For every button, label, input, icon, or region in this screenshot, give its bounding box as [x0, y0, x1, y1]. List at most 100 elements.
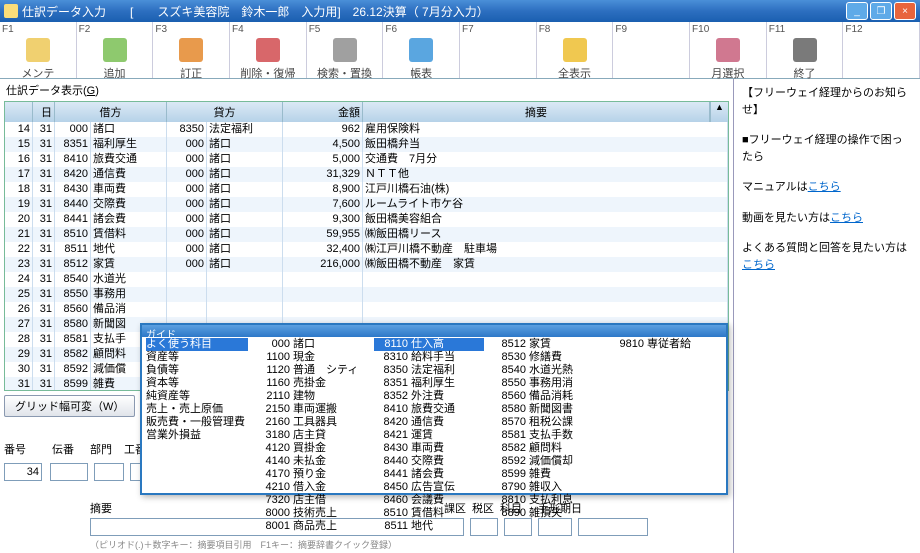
kamoku-field[interactable] [538, 518, 572, 536]
table-row[interactable]: 20318441諸会費000諸口9,300飯田橋美容組合 [5, 212, 728, 227]
faq-pre: よくある質問と回答を見たい方は [742, 242, 907, 254]
guide-item[interactable]: 8581 支払手数 [492, 429, 602, 442]
tegata-field[interactable] [578, 518, 648, 536]
minimize-button[interactable]: _ [846, 2, 868, 20]
guide-item[interactable]: 8000 技術売上 [256, 507, 366, 520]
guide-item[interactable]: 000 諸口 [256, 338, 366, 351]
fkey-F11[interactable]: F11終了 [767, 22, 844, 78]
manual-link[interactable]: こちら [808, 181, 841, 193]
guide-item[interactable]: 9810 専従者給 [610, 338, 720, 351]
guide-item[interactable]: 8580 新聞図書 [492, 403, 602, 416]
label-bumon: 部門 [90, 441, 112, 457]
fkey-F4[interactable]: F4削除・復帰 [230, 22, 307, 78]
scroll-up-icon[interactable]: ▲ [710, 102, 728, 122]
guide-item[interactable]: 8450 広告宣伝 [374, 481, 484, 494]
guide-item[interactable]: 資産等 [146, 351, 248, 364]
fkey-F9: F9 [613, 22, 690, 78]
col-amt: 金額 [283, 102, 363, 122]
table-row[interactable]: 1431000諸口8350法定福利962雇用保険料 [5, 122, 728, 137]
guide-item[interactable]: 1160 売掛金 [256, 377, 366, 390]
guide-item[interactable]: 2150 車両運搬 [256, 403, 366, 416]
guide-item[interactable]: 8511 地代 [374, 520, 484, 533]
guide-item[interactable]: 4140 未払金 [256, 455, 366, 468]
faq-link[interactable]: こちら [742, 259, 775, 271]
guide-item[interactable]: 8310 給料手当 [374, 351, 484, 364]
toolbar: F1メンテF2追加F3訂正F4削除・復帰F5検索・置換F6帳表F7F8全表示F9… [0, 22, 920, 79]
table-row[interactable]: 23318512家賃000諸口216,000㈱飯田橋不動産 家賃 [5, 257, 728, 272]
guide-item[interactable]: 営業外損益 [146, 429, 248, 442]
bangou-field[interactable] [4, 463, 42, 481]
guide-item[interactable]: 8790 雑収入 [492, 481, 602, 494]
grid-width-button[interactable]: グリッド幅可変（W） [4, 395, 135, 417]
guide-item[interactable]: 8512 家賃 [492, 338, 602, 351]
guide-item[interactable]: 8560 備品消耗 [492, 390, 602, 403]
guide-item[interactable]: 8810 支払利息 [492, 494, 602, 507]
table-row[interactable]: 22318511地代000諸口32,400㈱江戸川橋不動産 駐車場 [5, 242, 728, 257]
fkey-F1[interactable]: F1メンテ [0, 22, 77, 78]
guide-item[interactable]: 販売費・一般管理費 [146, 416, 248, 429]
table-row[interactable]: 18318430車両費000諸口8,900江戸川橋石油(株) [5, 182, 728, 197]
guide-item[interactable]: 8460 会議費 [374, 494, 484, 507]
guide-item[interactable]: 8001 商品売上 [256, 520, 366, 533]
guide-item[interactable]: 2110 建物 [256, 390, 366, 403]
col-dr: 借方 [55, 102, 167, 122]
guide-item[interactable]: 売上・売上原価 [146, 403, 248, 416]
col-cr: 貸方 [167, 102, 283, 122]
sidebar: 【フリーウェイ経理からのお知らせ】 ■フリーウェイ経理の操作で困ったら マニュア… [734, 79, 920, 553]
table-row[interactable]: 19318440交際費000諸口7,600ルームライト市ケ谷 [5, 197, 728, 212]
movie-pre: 動画を見たい方は [742, 212, 830, 224]
guide-item[interactable]: 8582 顧問料 [492, 442, 602, 455]
guide-item[interactable]: 8592 減価償却 [492, 455, 602, 468]
fkey-F6[interactable]: F6帳表 [383, 22, 460, 78]
fkey-F2[interactable]: F2追加 [77, 22, 154, 78]
guide-item[interactable]: 4170 預り金 [256, 468, 366, 481]
fkey-F10[interactable]: F10月選択 [690, 22, 767, 78]
guide-item[interactable]: 8110 仕入高 [374, 338, 484, 351]
trouble-head: ■フリーウェイ経理の操作で困ったら [742, 132, 912, 165]
guide-item[interactable]: 負債等 [146, 364, 248, 377]
table-row[interactable]: 24318540水道光 [5, 272, 728, 287]
guide-item[interactable]: 8421 運賃 [374, 429, 484, 442]
section-label: 仕訳データ表示(G) [0, 79, 733, 101]
guide-item[interactable]: 8540 水道光熱 [492, 364, 602, 377]
guide-item[interactable]: 純資産等 [146, 390, 248, 403]
guide-item[interactable]: 8599 雑費 [492, 468, 602, 481]
guide-item[interactable]: 3180 店主貸 [256, 429, 366, 442]
guide-item[interactable]: 8550 事務用消 [492, 377, 602, 390]
fkey-F5[interactable]: F5検索・置換 [307, 22, 384, 78]
guide-item[interactable]: 8510 賃借料 [374, 507, 484, 520]
guide-item[interactable]: 8441 諸会費 [374, 468, 484, 481]
guide-item[interactable]: 1100 現金 [256, 351, 366, 364]
guide-item[interactable]: 4120 買掛金 [256, 442, 366, 455]
fkey-F8[interactable]: F8全表示 [537, 22, 614, 78]
guide-item[interactable]: 1120 普通 シティ [256, 364, 366, 377]
table-row[interactable]: 26318560備品消 [5, 302, 728, 317]
guide-item[interactable]: 8890 雑損失 [492, 507, 602, 520]
zeik-field[interactable] [504, 518, 532, 536]
table-row[interactable]: 21318510賃借料000諸口59,955㈱飯田橋リース [5, 227, 728, 242]
guide-item[interactable]: 8530 修繕費 [492, 351, 602, 364]
guide-item[interactable]: 8430 車両費 [374, 442, 484, 455]
guide-item[interactable]: 資本等 [146, 377, 248, 390]
guide-item[interactable]: 8350 法定福利 [374, 364, 484, 377]
guide-item[interactable]: 8440 交際費 [374, 455, 484, 468]
guide-item[interactable]: 4210 借入金 [256, 481, 366, 494]
fkey-F3[interactable]: F3訂正 [153, 22, 230, 78]
table-row[interactable]: 25318550事務用 [5, 287, 728, 302]
guide-item[interactable]: 8352 外注費 [374, 390, 484, 403]
table-row[interactable]: 17318420通信費000諸口31,329ＮＴＴ他 [5, 167, 728, 182]
guide-item[interactable]: 7320 店主借 [256, 494, 366, 507]
denban-field[interactable] [50, 463, 88, 481]
table-row[interactable]: 15318351福利厚生000諸口4,500飯田橋弁当 [5, 137, 728, 152]
bumon-field[interactable] [94, 463, 124, 481]
guide-item[interactable]: 2160 工具器具 [256, 416, 366, 429]
movie-link[interactable]: こちら [830, 212, 863, 224]
close-button[interactable]: × [894, 2, 916, 20]
table-row[interactable]: 16318410旅費交通000諸口5,000交通費 7月分 [5, 152, 728, 167]
hint-tekiyo: （ピリオド(.)＋数字キー：摘要項目引用 F1キー：摘要辞書クイック登録） [90, 538, 397, 551]
guide-item[interactable]: 8420 通信費 [374, 416, 484, 429]
restore-button[interactable]: ❐ [870, 2, 892, 20]
guide-item[interactable]: 8351 福利厚生 [374, 377, 484, 390]
guide-item[interactable]: 8570 租税公課 [492, 416, 602, 429]
guide-item[interactable]: 8410 旅費交通 [374, 403, 484, 416]
